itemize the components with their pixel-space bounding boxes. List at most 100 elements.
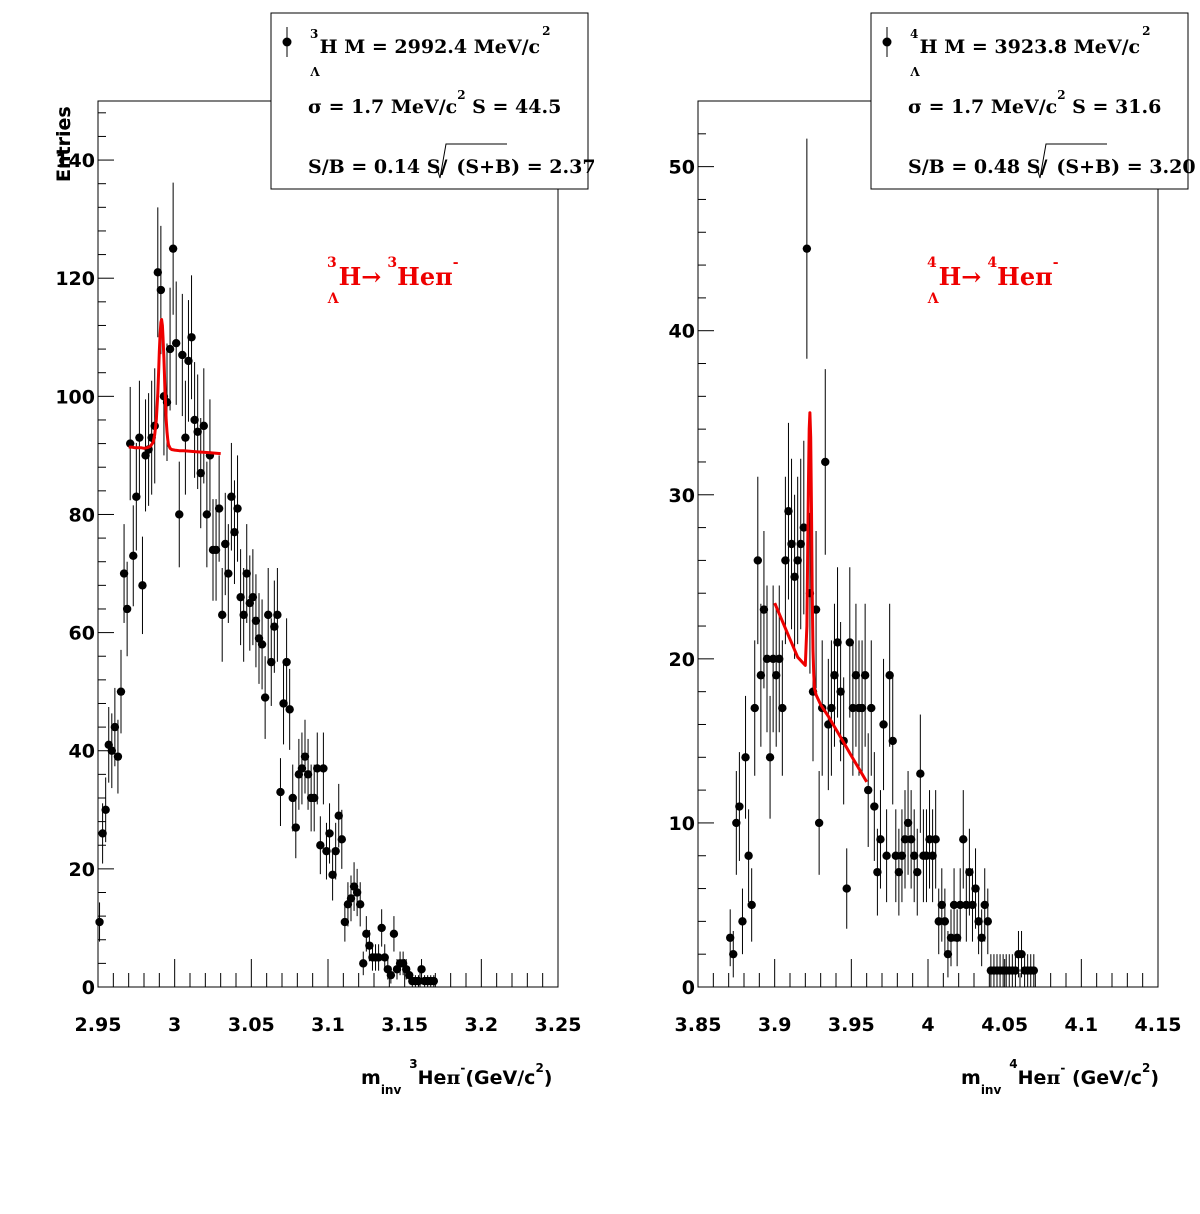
x-tick-label: 2.95 xyxy=(75,1014,122,1036)
data-point xyxy=(175,510,184,519)
y-tick-label: 120 xyxy=(55,268,95,290)
y-tick-label: 0 xyxy=(682,977,695,999)
reaction-part: H→ xyxy=(339,262,382,291)
data-point xyxy=(759,605,769,614)
data-point xyxy=(781,556,790,565)
data-point xyxy=(732,818,741,828)
data-point xyxy=(352,888,362,897)
data-point xyxy=(227,492,236,501)
x-axis-title-he: He xyxy=(418,1067,447,1089)
stats-significance: = 2.37 xyxy=(520,156,595,178)
data-point xyxy=(187,333,196,342)
data-point xyxy=(916,769,925,778)
stats-exp: 2 xyxy=(542,24,550,38)
data-point xyxy=(925,835,934,844)
data-point xyxy=(974,917,983,926)
data-point xyxy=(126,439,135,448)
data-point xyxy=(756,671,766,680)
data-point xyxy=(297,764,307,773)
stats-mass: H M = 3923.8 MeV/c xyxy=(920,36,1140,58)
stats-line-3: S/B = 0.48 S/ (S+B) = 3.20 xyxy=(908,156,1196,178)
data-point xyxy=(356,900,365,909)
data-point xyxy=(747,900,756,910)
x-axis-title-unit-sup: 2 xyxy=(1142,1061,1150,1075)
data-point xyxy=(319,764,328,773)
data-point xyxy=(735,802,744,811)
stats-sup: 4 xyxy=(910,27,918,41)
data-point xyxy=(867,703,876,713)
data-point xyxy=(377,923,386,933)
data-point xyxy=(190,415,199,425)
data-point xyxy=(113,752,123,761)
reaction-label: 3 ΛH→ 3Heπ- xyxy=(327,255,459,307)
data-point xyxy=(122,604,132,614)
data-point xyxy=(95,917,104,927)
data-point xyxy=(202,510,212,519)
y-axis-title: Entries xyxy=(53,106,75,182)
y-tick-label: 80 xyxy=(69,504,95,526)
y-tick-label: 40 xyxy=(69,741,95,763)
x-axis-title-unit: (GeV/c xyxy=(1065,1067,1142,1089)
data-point xyxy=(313,764,322,773)
data-point xyxy=(971,884,980,893)
data-point xyxy=(845,638,854,647)
data-point xyxy=(873,867,882,877)
data-point xyxy=(107,746,117,755)
data-point xyxy=(802,244,812,253)
data-point xyxy=(934,917,943,926)
data-point xyxy=(359,959,368,968)
data-point xyxy=(946,933,956,942)
data-point xyxy=(276,787,285,797)
data-point xyxy=(860,671,870,680)
data-point xyxy=(900,835,910,844)
data-point xyxy=(337,835,346,844)
y-tick-label: 0 xyxy=(82,977,95,999)
data-point xyxy=(119,569,129,578)
data-point xyxy=(814,818,824,828)
data-point xyxy=(233,504,242,513)
data-point xyxy=(753,556,762,565)
data-point xyxy=(876,835,885,844)
reaction-sub: Λ xyxy=(927,291,940,307)
data-point xyxy=(221,539,230,549)
stats-box xyxy=(870,12,1189,190)
x-tick-label: 4.15 xyxy=(1135,1014,1182,1036)
data-point xyxy=(230,527,239,537)
data-point xyxy=(374,953,383,962)
reaction-part: Heπ xyxy=(997,262,1053,291)
data-point xyxy=(285,705,294,714)
data-point xyxy=(138,581,147,590)
reaction-sup: 4 xyxy=(927,255,937,271)
stats-box xyxy=(270,12,589,190)
y-tick-label: 100 xyxy=(55,386,95,408)
data-point xyxy=(172,338,181,348)
data-point xyxy=(888,736,897,746)
data-point xyxy=(906,835,916,844)
data-point xyxy=(417,965,426,974)
reaction-sup: - xyxy=(453,255,459,271)
y-tick-label: 40 xyxy=(669,321,695,343)
data-point xyxy=(762,654,772,664)
data-point xyxy=(879,720,888,729)
data-point xyxy=(288,793,297,803)
data-point xyxy=(1029,966,1039,975)
legend-marker-icon xyxy=(282,37,292,47)
data-point xyxy=(270,622,279,631)
data-point xyxy=(931,835,940,844)
data-point xyxy=(224,569,233,578)
data-point xyxy=(894,867,904,877)
x-axis-title-sup: 4 xyxy=(1009,1057,1017,1071)
data-point xyxy=(129,551,138,561)
data-point xyxy=(362,929,371,939)
x-axis-title: minv 4Heπ- (GeV/c2) xyxy=(961,1057,1159,1097)
data-point xyxy=(236,592,245,602)
data-point xyxy=(181,433,190,442)
data-point xyxy=(429,976,438,986)
data-point xyxy=(778,703,787,713)
data-point xyxy=(891,851,900,860)
data-point xyxy=(821,457,830,467)
stats-sb: S/B = 0.48 S/ xyxy=(908,156,1047,178)
data-point xyxy=(1011,966,1020,975)
data-point xyxy=(765,753,775,762)
